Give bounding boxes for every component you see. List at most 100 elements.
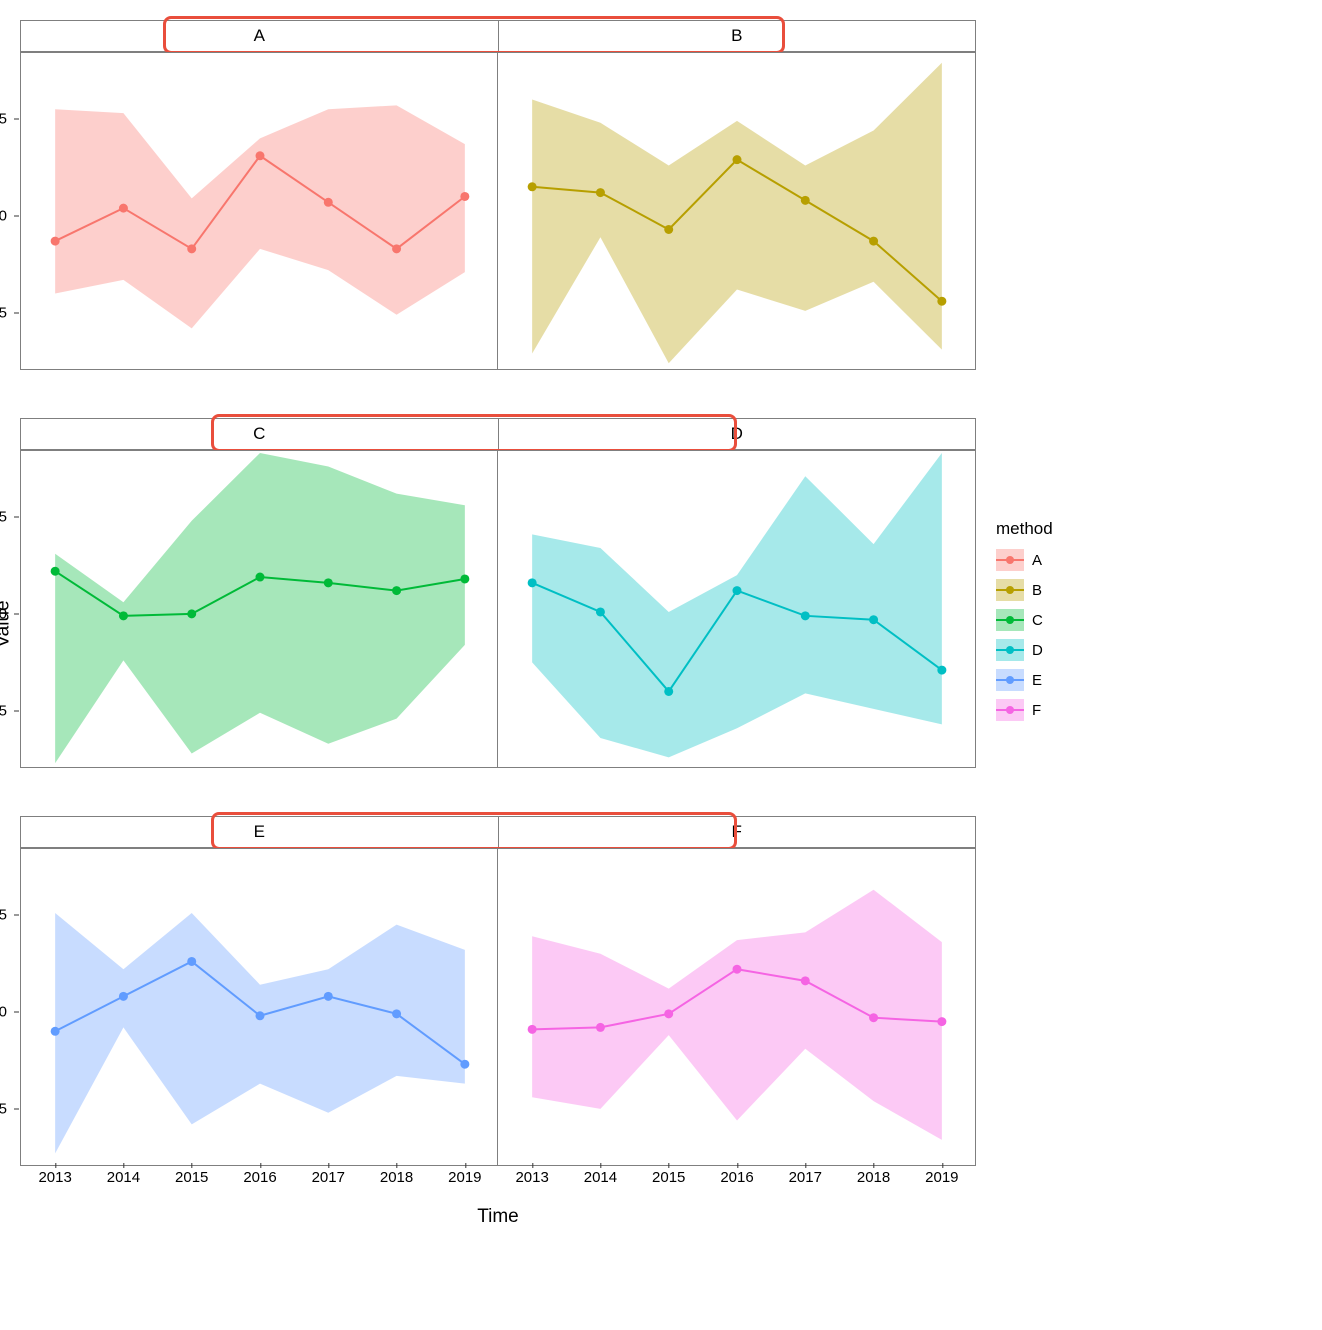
- facet-strip-D: D: [499, 418, 977, 450]
- point-C: [460, 574, 469, 583]
- legend-item-C: C: [996, 609, 1053, 631]
- legend-title: method: [996, 519, 1053, 539]
- legend-swatch-D: [996, 639, 1024, 661]
- point-E: [119, 992, 128, 1001]
- x-tick: 2016: [243, 1169, 276, 1186]
- x-axis-title: Time: [20, 1206, 976, 1228]
- legend-label: D: [1032, 642, 1043, 659]
- point-A: [51, 237, 60, 246]
- facet-strip-C: C: [20, 418, 499, 450]
- panel-D: [498, 450, 976, 768]
- facet-strip-B: B: [499, 20, 977, 52]
- strip-bar: AB: [20, 20, 976, 52]
- legend-item-B: B: [996, 579, 1053, 601]
- ribbon-C: [55, 453, 465, 763]
- panel-plot-C: [21, 451, 499, 769]
- point-A: [119, 204, 128, 213]
- point-F: [733, 965, 742, 974]
- panel-C: 2.55.07.5: [20, 450, 498, 768]
- x-axis: 2013 2014 2015 2016 2017 2018 2019: [498, 1169, 975, 1193]
- point-D: [937, 666, 946, 675]
- legend-item-F: F: [996, 699, 1053, 721]
- point-D: [869, 615, 878, 624]
- point-D: [528, 578, 537, 587]
- y-tick: 7.5: [0, 110, 11, 127]
- point-E: [324, 992, 333, 1001]
- point-D: [733, 586, 742, 595]
- point-C: [392, 586, 401, 595]
- y-tick: 2.5: [0, 304, 11, 321]
- y-tick: 2.5: [0, 702, 11, 719]
- x-tick: 2013: [515, 1169, 548, 1186]
- legend-swatch-C: [996, 609, 1024, 631]
- point-F: [664, 1009, 673, 1018]
- legend-label: C: [1032, 612, 1043, 629]
- x-tick: 2016: [720, 1169, 753, 1186]
- ribbon-B: [532, 63, 942, 364]
- y-tick: 5.0: [0, 1003, 11, 1020]
- point-B: [664, 225, 673, 234]
- strip-bar: CD: [20, 418, 976, 450]
- point-A: [324, 198, 333, 207]
- point-C: [187, 609, 196, 618]
- point-C: [256, 573, 265, 582]
- ribbon-E: [55, 913, 465, 1153]
- point-D: [596, 607, 605, 616]
- panel-plot-B: [498, 53, 976, 371]
- x-tick: 2018: [857, 1169, 890, 1186]
- panel-plot-A: [21, 53, 499, 371]
- point-B: [937, 297, 946, 306]
- point-F: [869, 1013, 878, 1022]
- facet-rows: AB2.55.07.5CD2.55.07.5EF2.55.07.52013201…: [20, 20, 976, 1200]
- point-D: [801, 611, 810, 620]
- point-B: [801, 196, 810, 205]
- point-C: [119, 611, 128, 620]
- facet-row: AB2.55.07.5: [20, 20, 976, 370]
- x-axis: 2013201420152016201720182019: [21, 1169, 497, 1193]
- x-tick: 2015: [175, 1169, 208, 1186]
- panel-row: 2.55.07.5: [20, 450, 976, 768]
- legend-swatch-B: [996, 579, 1024, 601]
- x-tick: 2017: [312, 1169, 345, 1186]
- ribbon-D: [532, 453, 942, 757]
- x-tick: 2017: [789, 1169, 822, 1186]
- x-tick: 2014: [584, 1169, 617, 1186]
- legend-swatch-A: [996, 549, 1024, 571]
- y-tick: 5.0: [0, 207, 11, 224]
- point-F: [596, 1023, 605, 1032]
- legend-item-D: D: [996, 639, 1053, 661]
- legend-item-E: E: [996, 669, 1053, 691]
- panel-F: 2013201420152016201720182019: [498, 848, 976, 1166]
- point-F: [937, 1017, 946, 1026]
- point-E: [51, 1027, 60, 1036]
- facet-strip-E: E: [20, 816, 499, 848]
- x-tick: 2019: [925, 1169, 958, 1186]
- point-B: [869, 237, 878, 246]
- legend-label: F: [1032, 702, 1041, 719]
- point-E: [392, 1009, 401, 1018]
- panel-row: 2.55.07.52013201420152016201720182019201…: [20, 848, 976, 1166]
- legend-swatch-E: [996, 669, 1024, 691]
- x-tick: 2019: [448, 1169, 481, 1186]
- panel-A: 2.55.07.5: [20, 52, 498, 370]
- ribbon-F: [532, 890, 942, 1140]
- facet-strip-F: F: [499, 816, 977, 848]
- x-tick: 2018: [380, 1169, 413, 1186]
- facet-row: EF2.55.07.520132014201520162017201820192…: [20, 816, 976, 1166]
- facet-strip-A: A: [20, 20, 499, 52]
- legend-swatch-F: [996, 699, 1024, 721]
- facet-row: CD2.55.07.5: [20, 418, 976, 768]
- legend-label: A: [1032, 552, 1042, 569]
- point-E: [460, 1060, 469, 1069]
- y-tick: 7.5: [0, 906, 11, 923]
- panel-row: 2.55.07.5: [20, 52, 976, 370]
- point-F: [528, 1025, 537, 1034]
- point-A: [187, 244, 196, 253]
- panel-plot-F: [498, 849, 976, 1167]
- figure: Value AB2.55.07.5CD2.55.07.5EF2.55.07.52…: [20, 20, 1302, 1228]
- point-B: [528, 182, 537, 191]
- legend-item-A: A: [996, 549, 1053, 571]
- x-tick: 2015: [652, 1169, 685, 1186]
- facet-grid: Value AB2.55.07.5CD2.55.07.5EF2.55.07.52…: [20, 20, 976, 1228]
- x-tick: 2014: [107, 1169, 140, 1186]
